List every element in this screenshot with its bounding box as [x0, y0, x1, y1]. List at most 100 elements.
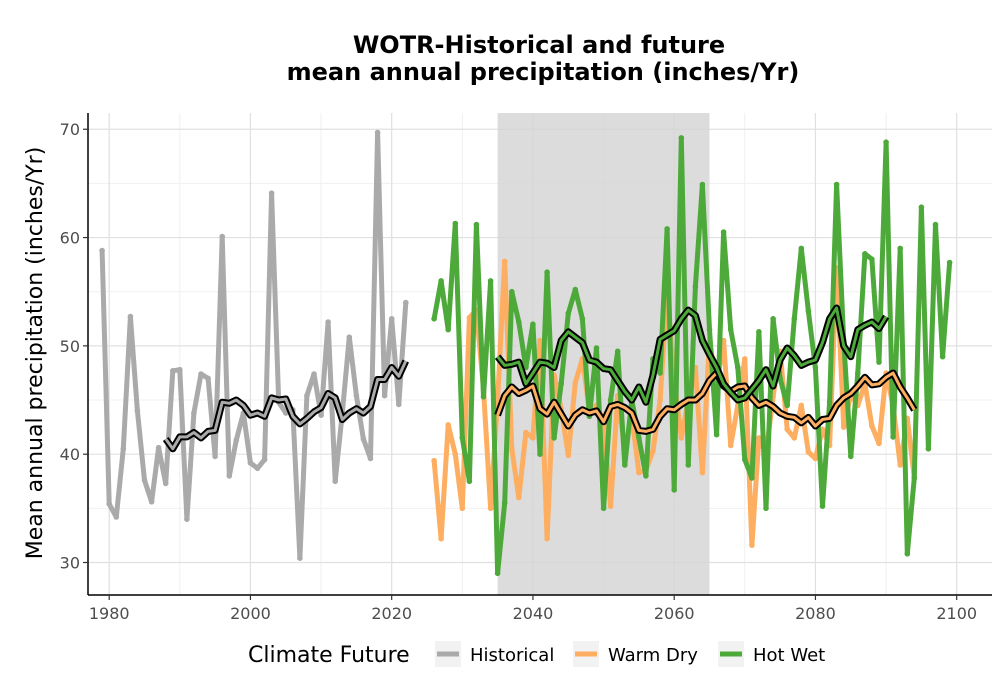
data-point-warm-dry	[636, 469, 642, 476]
data-point-hot-wet	[883, 139, 889, 145]
data-point-hot-wet	[848, 453, 854, 460]
data-point-hot-wet	[501, 500, 508, 506]
series-line-historical-rolling-mean	[164, 360, 408, 451]
data-point-hot-wet	[911, 475, 918, 481]
data-point-historical	[99, 247, 105, 254]
data-point-historical	[367, 455, 374, 462]
data-point-historical	[388, 316, 395, 322]
data-point-hot-wet	[671, 487, 677, 493]
data-point-hot-wet	[678, 135, 685, 141]
data-point-hot-wet	[565, 310, 572, 317]
data-point-historical	[261, 456, 268, 463]
x-tick-label: 1980	[89, 604, 130, 623]
data-point-hot-wet	[826, 399, 833, 406]
data-point-hot-wet	[572, 286, 579, 293]
legend: Climate Future Historical Warm Dry Hot Wet	[248, 641, 825, 668]
data-point-warm-dry	[452, 451, 459, 458]
data-point-hot-wet	[459, 435, 466, 441]
data-point-historical	[219, 233, 225, 240]
data-point-hot-wet	[509, 288, 515, 295]
data-point-hot-wet	[593, 345, 600, 351]
data-point-warm-dry	[749, 542, 755, 548]
y-axis-title: Mean annual precipitation (inches/Yr)	[23, 147, 48, 560]
data-point-hot-wet	[791, 316, 798, 322]
data-point-warm-dry	[565, 452, 572, 459]
data-point-hot-wet	[438, 278, 444, 284]
data-point-warm-dry	[812, 455, 819, 462]
data-point-hot-wet	[763, 505, 769, 512]
data-point-hot-wet	[636, 435, 642, 441]
data-point-historical	[396, 401, 402, 408]
data-point-hot-wet	[558, 381, 564, 387]
legend-label-hot-wet: Hot Wet	[753, 645, 825, 666]
data-point-hot-wet	[544, 269, 550, 276]
data-point-historical	[226, 473, 233, 479]
data-point-hot-wet	[473, 221, 480, 228]
data-point-hot-wet	[946, 259, 953, 266]
data-point-hot-wet	[494, 570, 501, 577]
data-point-historical	[374, 129, 381, 136]
data-point-historical	[177, 366, 183, 373]
data-point-hot-wet	[833, 181, 840, 188]
data-point-hot-wet	[939, 353, 946, 360]
data-point-warm-dry	[805, 449, 812, 455]
data-point-hot-wet	[918, 204, 925, 210]
data-point-historical	[184, 516, 190, 522]
data-point-hot-wet	[551, 435, 557, 441]
data-point-warm-dry	[523, 429, 529, 436]
data-point-hot-wet	[466, 478, 473, 485]
series-line-hot-wet-rolling-mean	[496, 306, 888, 404]
data-point-historical	[141, 477, 148, 484]
data-point-hot-wet	[685, 462, 692, 468]
data-point-hot-wet	[890, 434, 896, 440]
data-point-hot-wet	[600, 505, 607, 512]
data-point-warm-dry	[572, 379, 579, 386]
data-point-historical	[148, 499, 155, 505]
data-point-warm-dry	[727, 442, 734, 449]
data-point-historical	[191, 410, 197, 416]
data-point-warm-dry	[445, 422, 452, 428]
data-point-hot-wet	[487, 278, 494, 284]
data-point-hot-wet	[480, 394, 487, 400]
data-point-hot-wet	[706, 326, 713, 333]
data-point-hot-wet	[452, 220, 459, 227]
data-point-warm-dry	[530, 435, 536, 441]
data-point-warm-dry	[791, 435, 798, 441]
data-point-historical	[120, 446, 127, 452]
legend-title: Climate Future	[248, 643, 410, 668]
data-point-historical	[318, 412, 324, 419]
data-point-historical	[353, 392, 360, 399]
data-point-hot-wet	[897, 245, 903, 252]
series-line-hot-wet	[431, 135, 953, 576]
data-point-historical	[155, 444, 162, 451]
data-point-hot-wet	[607, 397, 614, 403]
data-point-historical	[381, 392, 388, 399]
data-point-hot-wet	[735, 364, 741, 371]
data-point-historical	[268, 190, 275, 196]
data-point-historical	[205, 375, 211, 382]
data-point-hot-wet	[784, 402, 790, 409]
x-tick-label: 2100	[936, 604, 977, 623]
data-point-historical	[247, 460, 254, 466]
data-point-hot-wet	[770, 316, 776, 322]
data-point-warm-dry	[607, 503, 614, 510]
data-point-warm-dry	[650, 448, 656, 454]
legend-label-warm-dry: Warm Dry	[608, 645, 698, 666]
data-point-warm-dry	[657, 397, 663, 403]
data-point-hot-wet	[727, 326, 734, 333]
y-tick-label: 60	[60, 229, 80, 248]
data-point-hot-wet	[699, 181, 706, 188]
data-point-hot-wet	[579, 316, 586, 322]
x-tick-label: 2000	[230, 604, 271, 623]
data-point-hot-wet	[537, 451, 543, 458]
data-point-hot-wet	[798, 245, 805, 252]
data-point-hot-wet	[819, 503, 826, 510]
data-point-warm-dry	[501, 258, 508, 265]
data-point-warm-dry	[869, 423, 875, 429]
data-point-warm-dry	[876, 440, 882, 447]
data-point-warm-dry	[798, 402, 805, 409]
chart-title-line-1: WOTR-Historical and future	[353, 31, 725, 59]
y-tick-label: 50	[60, 337, 80, 356]
data-point-hot-wet	[869, 256, 875, 263]
data-point-warm-dry	[487, 505, 494, 512]
